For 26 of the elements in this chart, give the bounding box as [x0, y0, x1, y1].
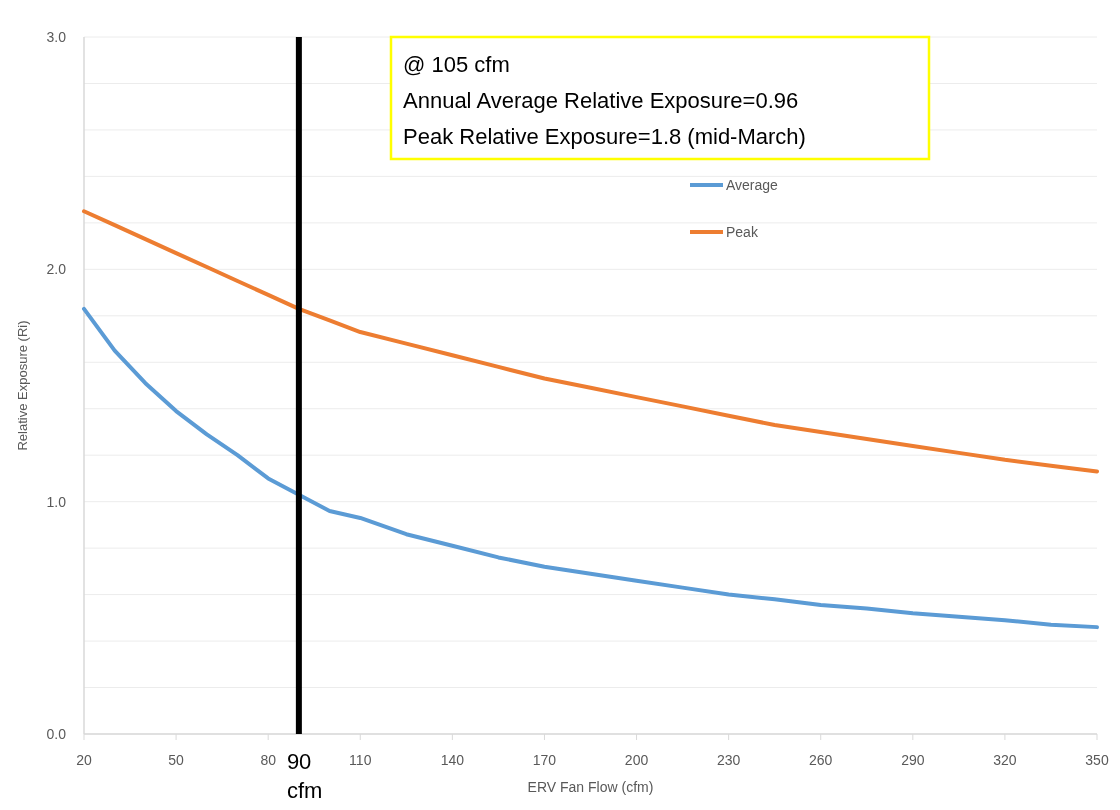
annotation: Peak Relative Exposure=1.8 (mid-March): [403, 124, 806, 149]
x-tick-label: 80: [260, 752, 277, 768]
x-tick-label: 110: [349, 752, 372, 768]
annotation: @ 105 cfm: [403, 52, 510, 77]
x-tick-label: 350: [1085, 752, 1109, 768]
x-tick-label: 140: [440, 752, 465, 768]
x-tick-label: 290: [901, 752, 925, 768]
x-tick-label: 50: [168, 752, 185, 768]
y-axis-title: Relative Exposure (Ri): [15, 320, 30, 451]
x-tick-label: 170: [532, 752, 557, 768]
line-series: [82, 209, 1099, 474]
y-tick-label: 3.0: [46, 29, 67, 45]
x-tick-label: 20: [76, 752, 92, 768]
x-tick-label: 200: [624, 752, 649, 768]
x-tick-label: 260: [809, 752, 833, 768]
legend-label: Average: [726, 177, 779, 193]
line-series: [82, 306, 1099, 630]
y-tick-label: 1.0: [46, 493, 67, 510]
x-tick-label: 320: [993, 752, 1017, 768]
y-tick-label: 2.0: [46, 261, 67, 278]
legend-label: Peak: [726, 224, 759, 240]
x-tick-label: 230: [716, 752, 741, 768]
annotation: Annual Average Relative Exposure=0.96: [403, 88, 799, 113]
y-tick-label: 0.0: [46, 726, 67, 742]
x-axis-title: ERV Fan Flow (cfm): [527, 779, 654, 795]
ref-line-label: 90 cfm: [286, 749, 323, 803]
